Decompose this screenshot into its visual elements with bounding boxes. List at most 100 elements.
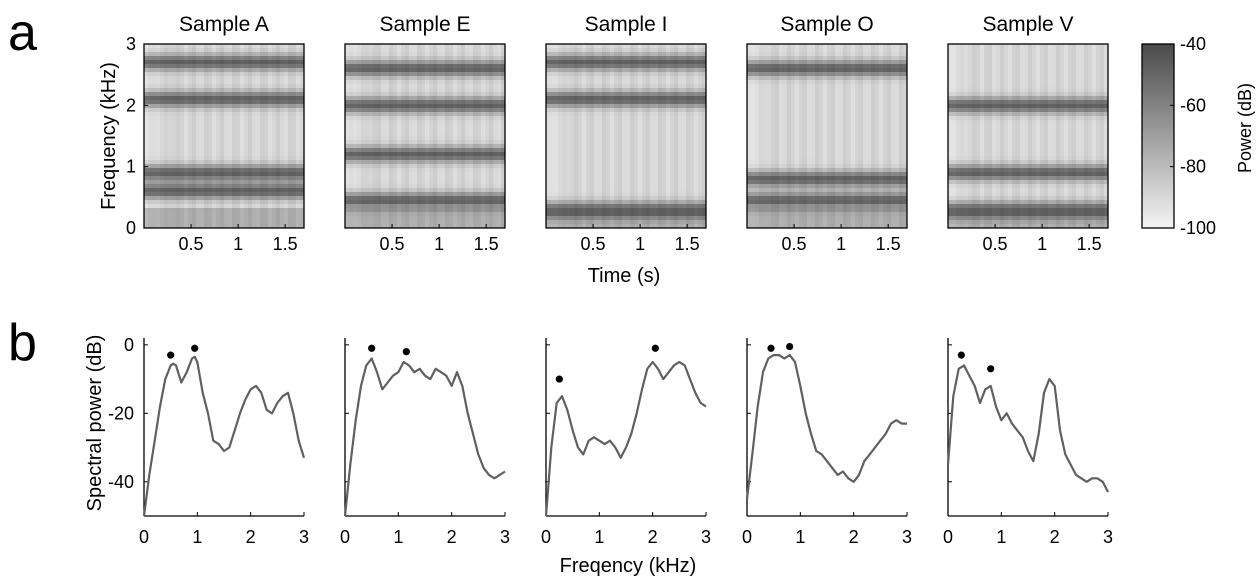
spectrogram-cell [602,140,606,144]
spectrogram-cell [204,96,208,100]
spectrogram-cell [228,184,232,188]
spectrogram-cell [493,112,497,116]
spectrogram-cell [280,132,284,136]
spectrogram-cell [493,172,497,176]
spectrogram-cell [280,168,284,172]
spectrogram-cell [445,140,449,144]
spectrogram-cell [381,100,385,104]
spectrogram-cell [365,208,369,212]
spectrogram-cell [228,116,232,120]
spectrogram-cell [493,100,497,104]
spectrogram-cell [437,164,441,168]
spectrogram-cell [256,92,260,96]
spectrogram-cell [694,132,698,136]
spectrogram-cell [268,168,272,172]
spectrogram-cell [642,72,646,76]
spectrogram-cell [413,128,417,132]
spectrogram-cell [248,48,252,52]
spectrogram-cell [626,140,630,144]
spectrogram-cell [590,68,594,72]
spectrogram-cell [465,96,469,100]
spectrogram-cell [148,164,152,168]
spectrogram-cell [164,212,168,216]
spectrogram-cell [485,148,489,152]
spectrogram-cell [208,164,212,168]
spectrogram-cell [445,56,449,60]
spectrogram-cell [236,52,240,56]
spectrogram-cell [570,76,574,80]
spectrogram-cell [252,52,256,56]
spectrogram-cell [397,116,401,120]
spectrogram-cell [425,144,429,148]
spectrogram-cell [288,164,292,168]
spectrogram-cell [630,112,634,116]
spectrogram-cell [200,124,204,128]
spectrogram-cell [373,72,377,76]
spectrogram-cell [497,96,501,100]
spectrogram-cell [180,68,184,72]
spectrogram-cell [393,204,397,208]
spectrogram-cell [373,128,377,132]
spectrogram-cell [361,60,365,64]
spectrogram-cell [457,80,461,84]
spectrogram-cell [694,144,698,148]
spectrogram-cell [425,60,429,64]
spectrogram-cell [421,164,425,168]
spectrogram-cell [453,200,457,204]
spectrogram-cell [292,48,296,52]
spectrogram-cell [566,168,570,172]
spectrogram-cell [284,128,288,132]
spectrogram-cell [272,64,276,68]
spectrogram-cell [180,204,184,208]
spectrogram-cell [642,140,646,144]
spectrogram-cell [493,128,497,132]
spectrogram-cell [686,108,690,112]
spectrogram-cell [284,220,288,224]
spectrogram-cell [288,196,292,200]
spectrogram-cell [180,176,184,180]
spectrogram-cell [401,180,405,184]
spectrogram-cell [654,128,658,132]
spectrogram-cell [204,76,208,80]
spectrogram-cell [148,196,152,200]
spectrogram-cell [264,136,268,140]
spectrogram-cell [220,80,224,84]
spectrogram-cell [208,68,212,72]
spectrogram-cell [606,88,610,92]
spectrogram-cell [377,176,381,180]
spectrogram-cell [208,192,212,196]
spectrogram-cell [256,148,260,152]
spectrogram-cell [453,112,457,116]
spectrogram-cell [381,160,385,164]
spectrogram-cell [200,112,204,116]
spectrogram-cell [148,88,152,92]
spectrogram-cell [566,128,570,132]
spectrogram-cell [345,68,349,72]
spectrogram-cell [144,84,148,88]
spectrogram-cell [349,96,353,100]
spectrogram-cell [389,220,393,224]
spectrogram-cell [180,180,184,184]
spectrogram-cell [284,108,288,112]
spectrogram-cell [690,72,694,76]
spectrogram-cell [634,88,638,92]
spectrogram-cell [469,196,473,200]
spectrogram-cell [658,152,662,156]
spectrogram-cell [144,60,148,64]
spectrogram-cell [296,48,300,52]
spectrogram-cell [224,88,228,92]
spectrogram-cell [558,80,562,84]
spectrogram-cell [152,168,156,172]
spectrogram-cell [172,220,176,224]
spectrogram-cell [357,148,361,152]
spectrogram-cell [598,148,602,152]
spectrogram-cell [469,184,473,188]
spectrogram-cell [280,160,284,164]
spectrogram-cell [602,96,606,100]
spectrogram-cell [156,196,160,200]
spectrogram-cell [550,128,554,132]
spectrogram-cell [216,172,220,176]
spectrogram-cell [449,72,453,76]
spectrogram-cell [421,76,425,80]
spectrogram-cell [188,204,192,208]
